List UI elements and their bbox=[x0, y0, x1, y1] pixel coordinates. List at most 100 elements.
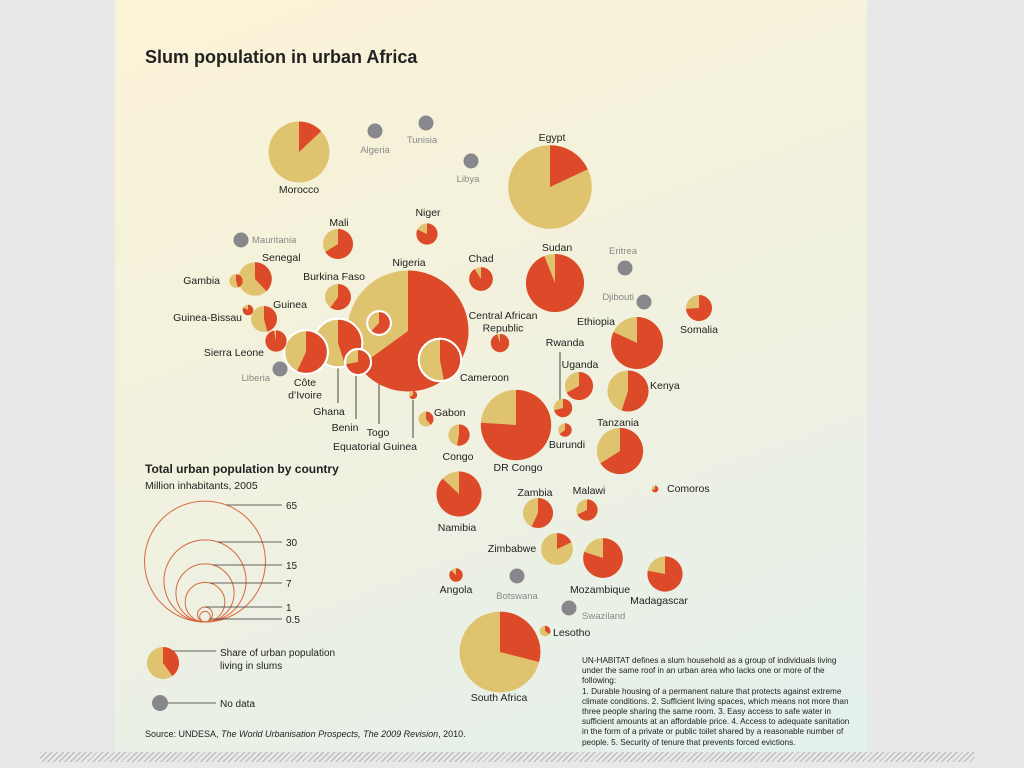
angola-marker bbox=[449, 568, 463, 582]
dr-congo-label: DR Congo bbox=[493, 462, 542, 474]
morocco-slum-slice bbox=[299, 121, 322, 152]
central-african-republic-marker bbox=[490, 333, 510, 353]
tunisia-label: Tunisia bbox=[407, 135, 438, 146]
guinea-bissau-marker bbox=[242, 304, 254, 316]
cameroon-outline bbox=[417, 337, 463, 383]
source-title: The World Urbanisation Prospects, The 20… bbox=[221, 729, 439, 739]
botswana-nodata-dot bbox=[509, 568, 525, 584]
mozambique-slum-slice bbox=[583, 538, 623, 578]
cote-d-ivoire-label: Côte d’Ivoire bbox=[288, 377, 322, 402]
liberia-nodata-dot bbox=[272, 361, 288, 377]
libya-marker bbox=[463, 153, 479, 169]
comoros-label: Comoros bbox=[667, 483, 710, 495]
nigeria-label: Nigeria bbox=[392, 257, 425, 269]
zimbabwe-label: Zimbabwe bbox=[488, 543, 537, 555]
eritrea-nodata-dot bbox=[617, 260, 633, 276]
guinea-marker bbox=[251, 306, 277, 332]
libya-label: Libya bbox=[457, 174, 480, 185]
ethiopia-slum-slice bbox=[611, 317, 663, 369]
burundi-marker bbox=[558, 423, 572, 437]
zimbabwe-slum-slice bbox=[557, 533, 572, 549]
gambia-label: Gambia bbox=[183, 275, 220, 287]
senegal-label: Senegal bbox=[262, 252, 301, 264]
source-suffix: , 2010. bbox=[438, 729, 466, 739]
rwanda-marker bbox=[553, 398, 573, 418]
equatorial-guinea-marker bbox=[408, 390, 418, 400]
legend-value-0-5: 0.5 bbox=[286, 615, 300, 626]
legend-circle-65 bbox=[144, 500, 266, 623]
niger-label: Niger bbox=[415, 207, 441, 219]
ethiopia-label: Ethiopia bbox=[577, 316, 615, 328]
gabon-slum-slice bbox=[426, 411, 434, 425]
legend-circle-30 bbox=[163, 539, 247, 623]
liberia-marker bbox=[272, 361, 288, 377]
ethiopia-marker bbox=[611, 317, 663, 369]
zambia-marker bbox=[523, 498, 553, 528]
egypt-slum-slice bbox=[550, 145, 588, 187]
congo-label: Congo bbox=[443, 451, 474, 463]
guinea-bissau-slum-slice bbox=[242, 304, 254, 316]
benin-label: Benin bbox=[332, 422, 359, 434]
senegal-slum-slice bbox=[255, 262, 272, 292]
togo-marker bbox=[366, 310, 392, 336]
slum-definition-note: UN-HABITAT defines a slum household as a… bbox=[582, 656, 850, 747]
namibia-label: Namibia bbox=[438, 522, 477, 534]
mozambique-marker bbox=[583, 538, 623, 578]
lesotho-slum-slice bbox=[545, 625, 551, 635]
chart-title: Slum population in urban Africa bbox=[145, 47, 418, 67]
burundi-label: Burundi bbox=[549, 439, 585, 451]
comoros-slum-slice bbox=[651, 485, 659, 493]
cameroon-slum-slice bbox=[440, 338, 462, 381]
chad-slum-slice bbox=[469, 267, 493, 291]
kenya-label: Kenya bbox=[650, 380, 680, 392]
namibia-marker bbox=[436, 471, 482, 517]
legend-circle-7 bbox=[184, 581, 226, 623]
ghana-label: Ghana bbox=[313, 406, 345, 418]
togo-outline bbox=[366, 310, 392, 336]
egypt-label: Egypt bbox=[539, 132, 566, 144]
algeria-label: Algeria bbox=[360, 145, 390, 156]
rwanda-label: Rwanda bbox=[546, 337, 585, 349]
algeria-nodata-dot bbox=[367, 123, 383, 139]
swaziland-label: Swaziland bbox=[582, 611, 625, 622]
guinea-bissau-label: Guinea-Bissau bbox=[173, 312, 242, 324]
legend-subtitle: Million inhabitants, 2005 bbox=[145, 480, 258, 492]
niger-slum-slice bbox=[416, 223, 438, 245]
central-african-republic-label-line: Republic bbox=[483, 323, 524, 335]
chad-marker bbox=[469, 267, 493, 291]
tanzania-label: Tanzania bbox=[597, 417, 639, 429]
cote-d-ivoire-marker bbox=[283, 329, 329, 375]
mali-slum-slice bbox=[325, 229, 354, 259]
gambia-marker bbox=[229, 274, 243, 288]
legend-share-label-1: Share of urban population bbox=[220, 648, 335, 659]
benin-marker bbox=[344, 348, 372, 376]
tunisia-nodata-dot bbox=[418, 115, 434, 131]
south-africa-marker bbox=[459, 611, 541, 693]
legend-circle-0-5 bbox=[199, 610, 211, 623]
south-africa-slum-slice bbox=[500, 611, 541, 663]
lesotho-label: Lesotho bbox=[553, 627, 591, 639]
cote-d-ivoire-outline bbox=[283, 329, 329, 375]
mauritania-marker bbox=[233, 232, 249, 248]
algeria-marker bbox=[367, 123, 383, 139]
egypt-marker bbox=[508, 145, 592, 229]
equatorial-guinea-slum-slice bbox=[409, 390, 418, 400]
equatorial-guinea-label: Equatorial Guinea bbox=[333, 441, 417, 453]
somalia-label: Somalia bbox=[680, 324, 718, 336]
legend-value-30: 30 bbox=[286, 538, 298, 549]
benin-slum-slice bbox=[345, 349, 371, 375]
gabon-marker bbox=[418, 411, 434, 427]
zimbabwe-marker bbox=[541, 533, 573, 565]
morocco-marker bbox=[268, 121, 330, 183]
djibouti-nodata-dot bbox=[636, 294, 652, 310]
uganda-marker bbox=[564, 371, 594, 401]
zambia-label: Zambia bbox=[517, 487, 552, 499]
gambia-slum-slice bbox=[236, 274, 243, 288]
niger-marker bbox=[416, 223, 438, 245]
togo-slum-slice bbox=[370, 311, 391, 335]
botswana-marker bbox=[509, 568, 525, 584]
madagascar-marker bbox=[647, 556, 683, 592]
somalia-marker bbox=[686, 295, 712, 321]
chad-label: Chad bbox=[468, 253, 493, 265]
